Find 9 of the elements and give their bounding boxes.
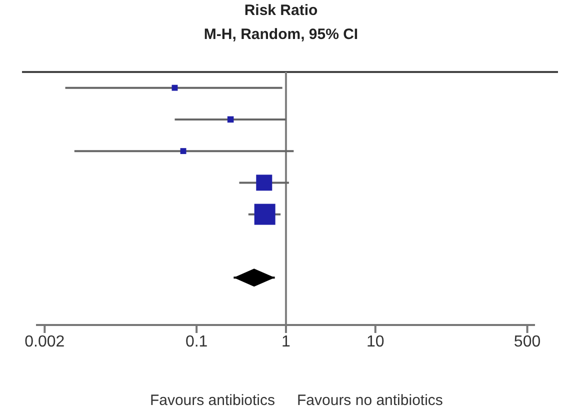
x-tick-label: 10 — [366, 333, 384, 350]
text: Favours antibiotics — [150, 392, 275, 409]
chart-title: Risk Ratio — [243, 2, 319, 19]
x-tick-label: 500 — [514, 333, 541, 350]
text: Favours no antibiotics — [297, 392, 443, 409]
x-tick-label: 0.002 — [24, 333, 65, 350]
chart-subtitle: M-H, Random, 95% CI — [202, 26, 360, 43]
x-tick-label: 0.1 — [185, 333, 208, 350]
x-tick-label: 1 — [282, 333, 291, 350]
